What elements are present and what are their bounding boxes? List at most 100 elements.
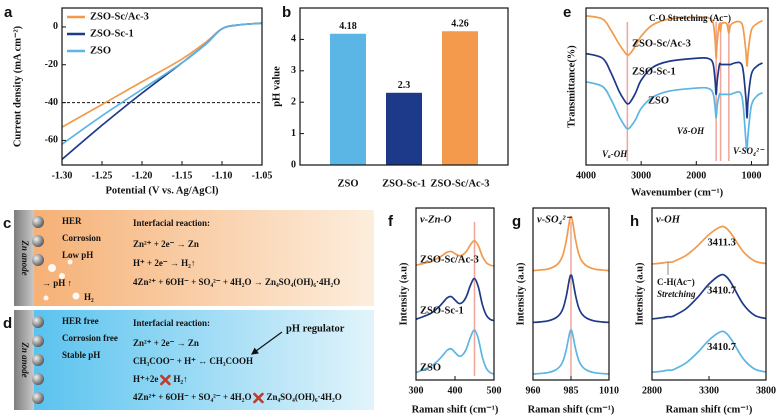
x-tick-label: 500 [487,385,502,396]
series-line [532,215,610,272]
effect-label: H₂ [84,292,94,302]
value-label: 4.26 [451,19,469,30]
y-tick-label: 4 [291,34,296,45]
series-line [61,22,263,160]
blocked-cross [160,374,171,386]
x-tick-label: 3800 [756,385,776,396]
deposit-particle [32,335,44,347]
y-tick-label: 1 [291,128,296,139]
x-tick-label: ZSO [337,178,358,189]
peak-label: 3410.7 [707,342,736,353]
series-line [585,52,763,119]
reaction-title: Interfacial reaction: [133,318,210,328]
state-label: Low pH [62,250,93,260]
x-tick-label: 1000 [741,170,761,181]
annotation: C-O Stretching (Ac⁻) [649,13,731,23]
legend-label: ZSO-Sc-1 [90,28,134,39]
y-axis-title: Current density (mA cm⁻²) [12,25,23,147]
deposit-particle [32,392,44,404]
panel-label: a [4,4,13,21]
x-axis-title: Wavenumber (cm⁻¹) [631,187,724,198]
series-label: ZSO-Sc-1 [632,66,676,77]
gas-bubble [59,273,65,279]
value-label: 2.3 [398,80,411,91]
deposit-particle [32,254,44,266]
series-line [415,329,495,375]
y-tick-label: 0 [291,159,296,170]
annotation: Stretching [657,289,696,299]
effect-label: → pH ↑ [42,278,72,288]
series-line [651,273,767,320]
y-tick-label: 3 [291,65,296,76]
reaction: H⁺+2e [133,374,158,384]
panel-label: d [3,315,12,332]
bar [330,33,366,165]
state-label: HER [62,216,82,226]
schematic-background [14,210,374,306]
state-label: HER free [62,316,99,326]
reaction: Zn²⁺ + 2e⁻ → Zn [133,239,199,249]
y-axis-title: pH value [271,66,282,107]
x-tick-label: 3000 [631,170,651,181]
reaction: H₂↑ [173,374,187,384]
x-tick-label: 2000 [686,170,706,181]
y-tick-label: -40 [45,97,58,108]
deposit-particle [32,373,44,385]
panel-title: v-Zn-O [420,214,452,225]
deposit-particle [32,354,44,366]
y-tick-label: -60 [45,135,58,146]
annotation: Vₐ-OH [602,149,628,159]
peak-label: 3411.3 [708,237,736,248]
x-tick-label: 2800 [642,385,662,396]
x-tick-label: 4000 [576,170,596,181]
series-label: ZSO-Sc/Ac-3 [420,254,479,265]
deposit-particle [32,316,44,328]
gas-bubble [48,264,56,272]
series-line [651,330,767,374]
reaction: Zn₄SO₄(OH)₆·4H₂O [266,392,341,402]
x-tick-label: 985 [564,385,579,396]
gas-bubble [72,292,80,300]
panel-label: e [563,4,571,21]
schematic-background [14,310,374,410]
x-axis-title: Raman shift (cm⁻¹) [412,404,499,415]
zn-anode [14,310,34,410]
deposit-particle [32,235,44,247]
reaction-title: Interfacial reaction: [133,218,210,228]
zn-anode [14,210,34,306]
y-tick-label: 2 [291,96,296,107]
x-tick-label: -1.25 [92,170,113,181]
series-label: ZSO-Sc-1 [420,305,464,316]
gas-bubble [67,259,73,265]
reaction: 4Zn²⁺ + 6OH⁻ + SO₄²⁻ + 4H₂O → Zn₄SO₄(OH)… [133,277,340,287]
series-label: ZSO [420,362,441,373]
annotation: C-H(Ac⁻) [657,277,695,287]
panel-label: b [282,4,291,21]
annotation: V-SO₄²⁻ [733,146,765,156]
state-label: Stable pH [62,350,100,360]
y-axis-title: Intensity (a.u) [634,262,645,326]
x-tick-label: -1.05 [252,170,273,181]
x-tick-label: -1.20 [132,170,153,181]
y-axis-title: Intensity (a.u) [398,262,409,326]
x-axis-title: Potential (V vs. Ag/AgCl) [106,185,219,196]
series-label: ZSO-Sc/Ac-3 [632,38,691,49]
x-tick-label: 1010 [599,385,619,396]
x-tick-label: -1.10 [212,170,233,181]
reaction: Zn²⁺ + 2e⁻ → Zn [133,338,199,348]
panel-label: g [512,213,521,230]
legend-label: ZSO-Sc/Ac-3 [90,11,149,22]
y-axis-title: Intensity (a.u) [515,262,526,326]
x-tick-label: 300 [409,385,424,396]
series-line [585,15,763,67]
x-tick-label: ZSO-Sc-1 [382,178,426,189]
bar [386,92,422,165]
x-tick-label: ZSO-Sc/Ac-3 [431,178,490,189]
series-line [415,277,495,322]
value-label: 4.18 [339,21,357,32]
series-line [61,22,263,145]
panel-title: v-OH [656,214,681,225]
plot-frame [585,7,769,166]
blocked-cross [253,392,264,404]
plot-frame [61,7,263,166]
